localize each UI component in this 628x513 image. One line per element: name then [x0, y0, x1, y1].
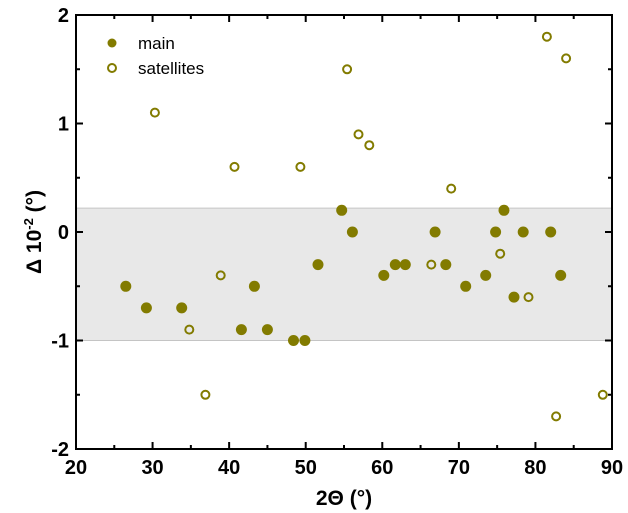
satellite-point-8	[364, 140, 375, 151]
reference-band	[76, 208, 612, 341]
satellite-point-1	[184, 324, 195, 335]
satellite-point-6	[342, 64, 353, 75]
satellite-point-9	[426, 259, 437, 270]
y-tick-label-3: -1	[51, 331, 69, 353]
main-point-15	[440, 259, 452, 271]
legend-marker-main	[107, 38, 117, 48]
satellite-point-4	[229, 161, 240, 172]
x-tick-label-4: 60	[371, 457, 393, 479]
main-point-8	[312, 259, 324, 271]
satellite-point-12	[523, 292, 534, 303]
satellite-point-5	[295, 161, 306, 172]
satellite-point-11	[495, 248, 506, 259]
satellite-point-15	[561, 53, 572, 64]
satellite-point-14	[551, 411, 562, 422]
main-point-3	[235, 324, 247, 336]
legend-label-main: main	[138, 34, 175, 53]
main-point-9	[336, 204, 348, 216]
main-point-12	[389, 259, 401, 271]
main-point-4	[248, 280, 260, 292]
y-axis-title-exponent: -2	[21, 218, 36, 230]
main-point-21	[517, 226, 529, 238]
y-tick-label-1: 1	[58, 114, 69, 136]
x-tick-label-0: 20	[65, 457, 87, 479]
main-point-23	[555, 269, 567, 281]
y-axis-title: Δ 10-2 (°)	[21, 190, 46, 274]
x-tick-label-2: 40	[218, 457, 240, 479]
legend: main satellites	[107, 34, 204, 78]
y-tick-label-0: 2	[58, 5, 69, 27]
x-tick-label-6: 80	[524, 457, 546, 479]
satellite-point-10	[446, 183, 457, 194]
main-point-11	[378, 269, 390, 281]
main-point-1	[140, 302, 152, 314]
y-axis-title-suffix: (°)	[23, 190, 46, 218]
y-axis-title-prefix: Δ 10	[23, 230, 46, 274]
satellite-point-3	[215, 270, 226, 281]
x-tick-label-3: 50	[295, 457, 317, 479]
satellite-point-16	[597, 389, 608, 400]
main-point-5	[261, 324, 273, 336]
satellite-point-13	[541, 31, 552, 42]
main-point-10	[346, 226, 358, 238]
legend-label-satellites: satellites	[138, 59, 204, 78]
main-point-17	[480, 269, 492, 281]
legend-marker-satellites	[107, 63, 117, 73]
y-tick-label-4: -2	[51, 439, 69, 461]
satellite-point-2	[200, 389, 211, 400]
main-point-22	[545, 226, 557, 238]
main-point-14	[429, 226, 441, 238]
satellite-point-7	[353, 129, 364, 140]
main-point-16	[460, 280, 472, 292]
main-point-13	[399, 259, 411, 271]
x-tick-label-1: 30	[141, 457, 163, 479]
x-tick-label-5: 70	[448, 457, 470, 479]
x-axis-title: 2Θ (°)	[316, 487, 372, 510]
main-point-2	[176, 302, 188, 314]
x-tick-label-7: 90	[601, 457, 623, 479]
main-point-6	[288, 335, 299, 346]
y-tick-label-2: 0	[58, 222, 69, 244]
main-point-20	[508, 291, 520, 303]
main-point-18	[490, 226, 502, 238]
satellite-point-0	[149, 107, 160, 118]
main-point-0	[120, 280, 132, 292]
main-point-19	[498, 204, 510, 216]
main-point-7	[299, 335, 311, 346]
